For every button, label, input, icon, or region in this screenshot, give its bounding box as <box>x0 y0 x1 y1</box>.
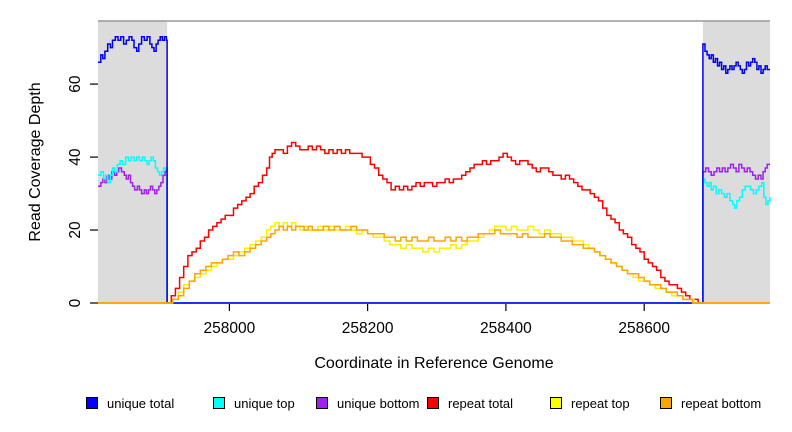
legend-item-unique-top: unique top <box>213 395 295 411</box>
y-axis-label: Read Coverage Depth <box>27 82 44 242</box>
series-unique-total <box>98 35 770 304</box>
legend-item-repeat-bottom: repeat bottom <box>660 395 761 411</box>
legend-label: unique total <box>107 395 175 411</box>
x-tick-label: 258600 <box>618 320 670 337</box>
repeat-bottom-swatch <box>660 397 672 409</box>
series-repeat-bottom <box>98 225 770 304</box>
unique-total-swatch <box>86 397 98 409</box>
legend-label: repeat top <box>571 395 630 411</box>
repeat-top-swatch <box>550 397 562 409</box>
coverage-plot: 258000 258200 258400 258600 0 20 40 60 <box>67 20 771 337</box>
legend-label: repeat bottom <box>681 395 762 411</box>
x-tick-label: 258000 <box>204 320 256 337</box>
x-tick-label: 258200 <box>342 320 394 337</box>
series-repeat-top <box>98 221 770 304</box>
y-tick-label: 40 <box>67 148 84 166</box>
legend-item-repeat-total: repeat total <box>427 395 513 411</box>
series-unique-bottom <box>98 163 770 304</box>
legend-item-unique-total: unique total <box>86 395 174 411</box>
y-tick-label: 60 <box>67 75 84 93</box>
x-axis-label: Coordinate in Reference Genome <box>314 355 554 372</box>
legend-item-repeat-top: repeat top <box>550 395 630 411</box>
x-tick-label: 258400 <box>480 320 532 337</box>
legend-label: unique top <box>234 395 295 411</box>
legend: unique total unique top unique bottom re… <box>0 395 792 415</box>
unique-bottom-swatch <box>316 397 328 409</box>
legend-label: repeat total <box>448 395 514 411</box>
masked-region-flank-left <box>98 21 168 303</box>
unique-top-swatch <box>213 397 225 409</box>
repeat-total-swatch <box>427 397 439 409</box>
legend-item-unique-bottom: unique bottom <box>316 395 419 411</box>
y-tick-label: 0 <box>67 298 84 307</box>
legend-label: unique bottom <box>337 395 420 411</box>
series-repeat-total <box>98 141 770 304</box>
y-tick-label: 20 <box>67 221 84 239</box>
